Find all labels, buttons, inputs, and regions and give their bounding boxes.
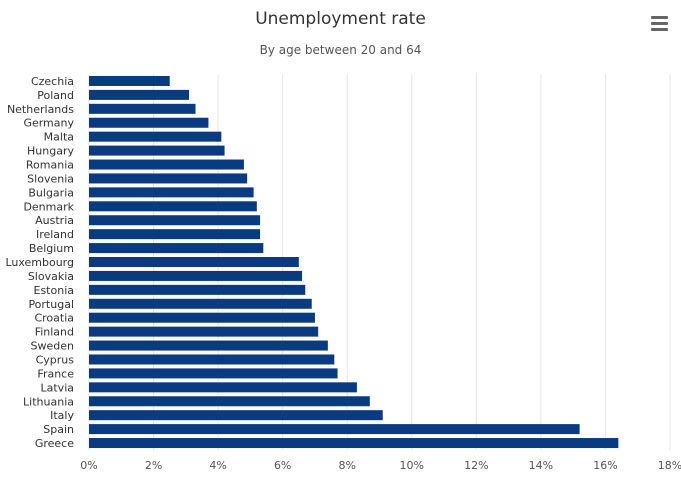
- bar[interactable]: [89, 89, 190, 100]
- category-label: Czechia: [31, 75, 74, 88]
- category-label: Malta: [44, 131, 74, 144]
- category-label: Italy: [50, 409, 74, 422]
- bar[interactable]: [89, 424, 580, 435]
- bar[interactable]: [89, 103, 196, 114]
- hamburger-menu-icon[interactable]: [648, 16, 670, 34]
- bar[interactable]: [89, 131, 222, 142]
- category-label: Ireland: [36, 228, 74, 241]
- category-label: Luxembourg: [5, 256, 74, 269]
- x-tick-label: 16%: [593, 459, 617, 472]
- category-label: Romania: [26, 159, 74, 172]
- x-tick-label: 0%: [80, 459, 97, 472]
- category-label: Austria: [35, 214, 74, 227]
- category-label: Spain: [43, 423, 74, 436]
- bar[interactable]: [89, 229, 261, 240]
- bar[interactable]: [89, 326, 319, 337]
- category-label: Estonia: [34, 284, 75, 297]
- bar[interactable]: [89, 438, 619, 449]
- category-labels: CzechiaPolandNetherlandsGermanyMaltaHung…: [5, 75, 74, 450]
- category-label: Lithuania: [23, 395, 74, 408]
- x-tick-label: 12%: [464, 459, 488, 472]
- bar[interactable]: [89, 173, 248, 184]
- bar[interactable]: [89, 396, 370, 407]
- x-tick-label: 2%: [145, 459, 162, 472]
- category-label: Cyprus: [36, 353, 75, 366]
- category-label: Slovenia: [27, 172, 74, 185]
- bar[interactable]: [89, 382, 357, 393]
- x-tick-label: 14%: [529, 459, 553, 472]
- bar[interactable]: [89, 410, 383, 421]
- x-tick-label: 18%: [658, 459, 681, 472]
- category-label: Germany: [23, 117, 74, 130]
- bar[interactable]: [89, 354, 335, 365]
- bar[interactable]: [89, 117, 209, 128]
- category-label: Hungary: [27, 145, 74, 158]
- bar[interactable]: [89, 284, 306, 295]
- bar[interactable]: [89, 75, 170, 86]
- bar[interactable]: [89, 145, 225, 156]
- category-label: Netherlands: [7, 103, 74, 116]
- category-label: Portugal: [28, 298, 74, 311]
- x-axis-labels: 0% 2% 4% 6% 8% 10% 12% 14% 16% 18%: [80, 459, 681, 472]
- bar[interactable]: [89, 340, 328, 351]
- category-label: Belgium: [29, 242, 74, 255]
- category-label: Denmark: [23, 200, 74, 213]
- category-label: Finland: [35, 326, 74, 339]
- category-label: Sweden: [31, 340, 74, 353]
- x-tick-label: 8%: [338, 459, 355, 472]
- x-tick-label: 10%: [400, 459, 424, 472]
- category-label: Poland: [37, 89, 74, 102]
- category-label: Latvia: [41, 381, 75, 394]
- bar[interactable]: [89, 243, 264, 254]
- bar[interactable]: [89, 215, 261, 226]
- x-tick-label: 6%: [274, 459, 291, 472]
- bar[interactable]: [89, 368, 338, 379]
- bar[interactable]: [89, 270, 303, 281]
- bar[interactable]: [89, 159, 244, 170]
- x-tick-label: 4%: [209, 459, 226, 472]
- chart-title: Unemployment rate: [255, 9, 426, 29]
- category-label: Bulgaria: [28, 186, 74, 199]
- chart-subtitle: By age between 20 and 64: [259, 43, 422, 57]
- bar[interactable]: [89, 187, 254, 198]
- category-label: Croatia: [34, 312, 74, 325]
- category-label: Greece: [35, 437, 74, 450]
- bar[interactable]: [89, 298, 312, 309]
- category-label: France: [37, 367, 74, 380]
- category-label: Slovakia: [28, 270, 74, 283]
- bar[interactable]: [89, 257, 299, 267]
- bars: [89, 75, 619, 449]
- bar[interactable]: [89, 312, 315, 323]
- bar[interactable]: [89, 201, 257, 212]
